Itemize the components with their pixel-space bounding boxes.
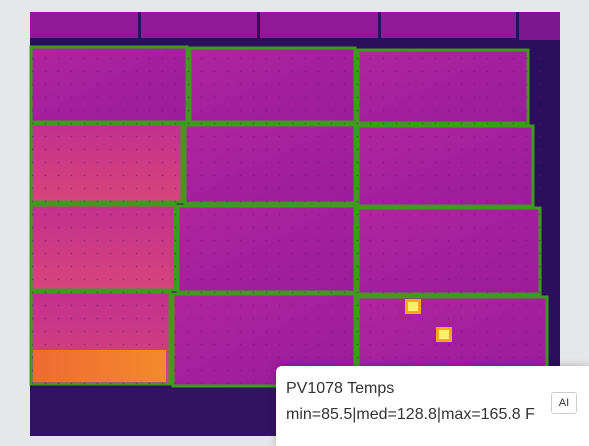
cell-texture — [31, 47, 547, 387]
warm-region — [33, 350, 166, 382]
top-strip — [30, 12, 560, 40]
hotspot-core — [408, 302, 418, 311]
hotspot-core — [439, 330, 449, 339]
tooltip-title: PV1078 Temps — [286, 380, 395, 397]
tooltip-stats: min=85.5|med=128.8|max=165.8 F — [286, 406, 535, 423]
tooltip: PV1078 Temps min=85.5|med=128.8|max=165.… — [276, 366, 589, 446]
ai-button[interactable]: AI — [551, 392, 577, 414]
